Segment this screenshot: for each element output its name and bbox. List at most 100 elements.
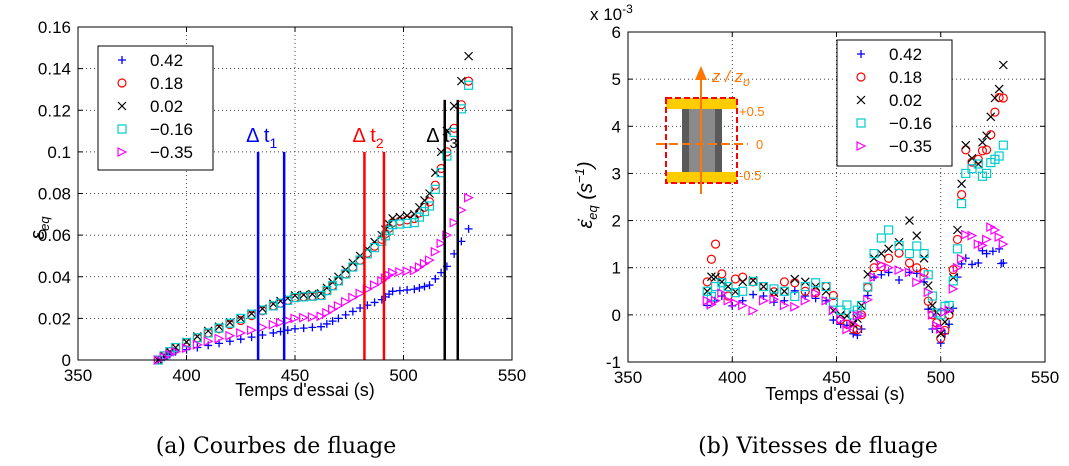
series-1-point [828,290,838,301]
series-4-point [948,283,959,294]
series-4-point [449,217,460,228]
series-1-point [738,272,748,282]
series-4-point [192,339,203,350]
series-4-point [990,225,1001,235]
series-1-point [702,277,712,287]
series-0-point [464,224,473,233]
series-4-point [414,262,425,273]
x-tick-label: 400 [172,366,200,385]
series-0-point [328,317,337,326]
series-4-point [710,295,721,306]
series-1-point [977,146,988,156]
series-4-point [165,349,176,360]
series-0-point [334,314,343,323]
y-tick-label: 0.14 [38,60,71,79]
legend-marker-3 [856,118,866,128]
series-0-point [936,339,945,348]
panel-b-y-ticks: -1 0 1 2 3 4 5 6 [606,23,1045,372]
series-2-point [409,209,419,219]
series-4-point [904,267,915,278]
series-1-point [884,253,894,263]
series-4-point [257,322,268,333]
series-4-point [355,288,366,299]
series-2-point [876,249,886,258]
delta-t-3-label: Δ t3 [426,125,457,151]
series-4-point [299,312,310,323]
inset-arrow-head [695,66,707,80]
y-tick-label: 3 [612,164,621,183]
series-4-point [876,259,887,270]
series-3-point [464,80,474,90]
y-tick-label: 6 [612,23,621,42]
series-4-point [894,265,905,276]
series-4-point [811,288,821,299]
inset-axis-label-main: z / z [711,67,744,86]
series-3-point [738,286,748,296]
series-4-point [419,258,430,269]
series-4-point [982,234,992,245]
series-4-point [961,229,972,240]
series-0-point [236,335,245,344]
x-tick-label: 550 [498,366,526,385]
series-1-point [748,277,758,287]
legend-label-2: 0.02 [889,91,922,110]
legend-label-0: 0.42 [889,45,922,64]
series-4-point [758,295,769,306]
series-3-point [748,276,758,286]
series-3-point [442,151,452,161]
series-3-point [811,278,821,288]
series-3-point [268,301,278,311]
series-2-point [927,301,937,310]
legend-marker-0 [118,56,126,64]
series-4-point [436,238,447,249]
series-0-point [388,287,397,296]
series-3-point [952,244,963,254]
y-tick-label: 0.02 [38,309,71,328]
series-3-point [758,281,769,292]
series-1-point [961,145,971,155]
x-tick-label: 500 [927,368,955,387]
series-0-point [317,322,326,331]
series-0-point [415,283,424,292]
y-tick-label: 0.08 [38,185,71,204]
x-tick-label: 550 [1031,368,1059,387]
delta-t-3-label-sub: 3 [450,135,458,151]
series-4-point [998,239,1009,250]
series-0-point [258,331,267,340]
series-2-point [203,326,213,336]
series-4-point [821,295,832,306]
series-3-point [769,284,779,294]
series-2-point [706,272,716,282]
series-4-point [181,343,192,354]
series-2-point [905,216,914,225]
series-4-point [214,333,225,344]
series-3-point [402,218,412,228]
series-3-point [369,243,380,253]
inset-level-bottom: -0.5 [739,168,761,183]
panel-b-x-axis-label: Temps d'essai (s) [765,384,904,404]
legend-box [836,39,953,167]
series-0-point [425,281,434,290]
series-2-point [978,137,987,147]
series-2-point [948,273,958,283]
series-1-point [779,277,789,287]
series-2-point [759,282,768,291]
x-tick-label: 350 [64,366,92,385]
series-2-point [961,140,971,150]
series-1-point [769,287,779,297]
series-2-point [430,168,440,178]
series-0-point [356,303,365,312]
panel-b-caption: (b) Vitesses de fluage [698,434,938,459]
series-3-point [730,288,740,298]
series-0-point [410,285,419,294]
panel-b-y-label-symbol: ε̇ [575,218,597,229]
series-4-point [236,327,247,338]
legend-label-4: −0.35 [150,143,193,162]
panel-b-y-multiplier: x 10-3 [590,2,633,24]
series-4-point [430,246,441,257]
y-tick-label: 1 [612,259,621,278]
y-tick-label: 0 [62,351,71,370]
series-4-point [748,305,759,316]
series-1-point [706,254,717,264]
